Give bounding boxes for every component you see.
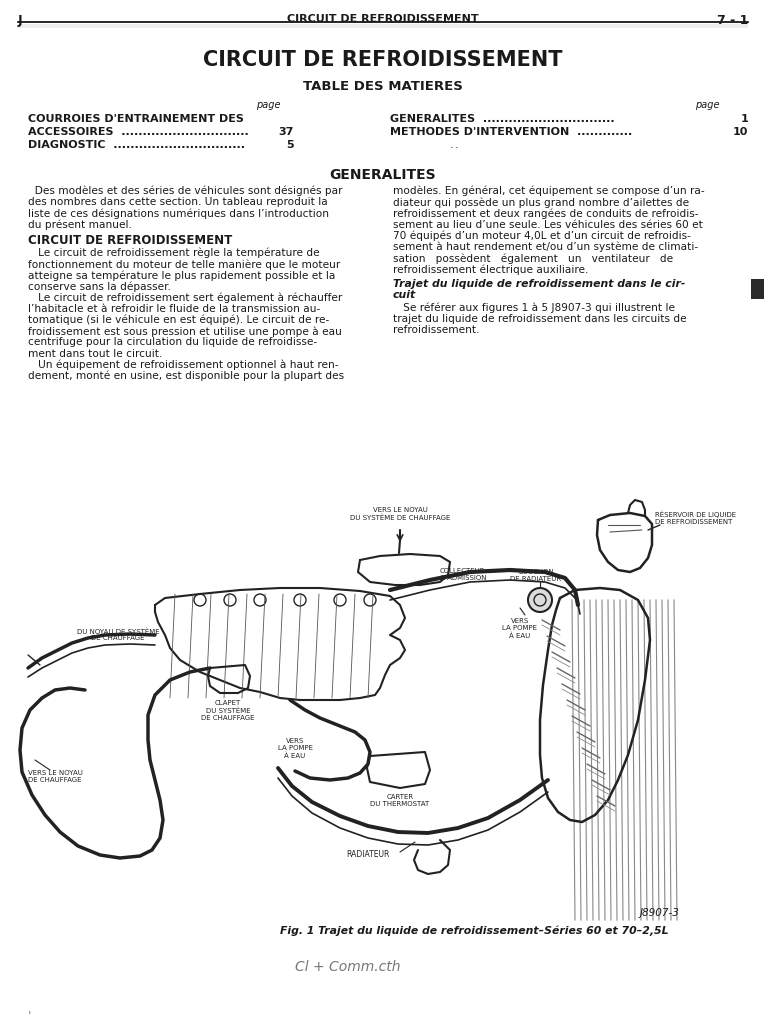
Text: BOUCHON
DE RADIATEUR: BOUCHON DE RADIATEUR <box>511 569 561 582</box>
Text: J: J <box>18 14 22 27</box>
Text: CIRCUIT DE REFROIDISSEMENT: CIRCUIT DE REFROIDISSEMENT <box>287 14 478 24</box>
Text: J8907-3: J8907-3 <box>640 908 680 918</box>
Text: refroidissement électrique auxiliaire.: refroidissement électrique auxiliaire. <box>393 264 588 274</box>
Text: DIAGNOSTIC  ...............................: DIAGNOSTIC .............................… <box>28 140 245 150</box>
Text: Se référer aux figures 1 à 5 J8907-3 qui illustrent le: Se référer aux figures 1 à 5 J8907-3 qui… <box>393 303 675 313</box>
Text: conserve sans la dépasser.: conserve sans la dépasser. <box>28 282 170 292</box>
Text: 70 équipés d’un moteur 4,0L et d’un circuit de refroidis-: 70 équipés d’un moteur 4,0L et d’un circ… <box>393 230 691 242</box>
Text: VERS LE NOYAU
DU SYSTÈME DE CHAUFFAGE: VERS LE NOYAU DU SYSTÈME DE CHAUFFAGE <box>349 508 450 521</box>
Text: centrifuge pour la circulation du liquide de refroidisse-: centrifuge pour la circulation du liquid… <box>28 337 317 347</box>
Text: CLAPET
DU SYSTÈME
DE CHAUFFAGE: CLAPET DU SYSTÈME DE CHAUFFAGE <box>201 700 255 721</box>
Text: froidissement est sous pression et utilise une pompe à eau: froidissement est sous pression et utili… <box>28 327 342 337</box>
Text: .: . <box>455 140 458 150</box>
Text: RÉSERVOIR DE LIQUIDE
DE REFROIDISSEMENT: RÉSERVOIR DE LIQUIDE DE REFROIDISSEMENT <box>655 510 736 524</box>
Text: ': ' <box>28 1010 31 1023</box>
Text: cuit: cuit <box>393 290 416 300</box>
Text: GENERALITES  ...............................: GENERALITES ............................… <box>390 114 614 124</box>
Text: Le circuit de refroidissement règle la température de: Le circuit de refroidissement règle la t… <box>28 248 319 258</box>
Text: CARTER
DU THERMOSTAT: CARTER DU THERMOSTAT <box>370 794 429 807</box>
Text: CIRCUIT DE REFROIDISSEMENT: CIRCUIT DE REFROIDISSEMENT <box>28 233 232 247</box>
Text: dement, monté en usine, est disponible pour la plupart des: dement, monté en usine, est disponible p… <box>28 371 344 382</box>
Text: fonctionnement du moteur de telle manière que le moteur: fonctionnement du moteur de telle manièr… <box>28 259 340 269</box>
Text: page: page <box>696 100 720 110</box>
Text: atteigne sa température le plus rapidement possible et la: atteigne sa température le plus rapideme… <box>28 270 336 281</box>
Text: 37: 37 <box>279 127 294 137</box>
Text: Le circuit de refroidissement sert également à réchauffer: Le circuit de refroidissement sert égale… <box>28 293 343 303</box>
Text: sement au lieu d’une seule. Les véhicules des séries 60 et: sement au lieu d’une seule. Les véhicule… <box>393 219 703 229</box>
FancyBboxPatch shape <box>751 279 764 299</box>
Text: 7 - 1: 7 - 1 <box>717 14 748 27</box>
Text: sement à haut rendement et/ou d’un système de climati-: sement à haut rendement et/ou d’un systè… <box>393 242 698 253</box>
Text: sation   possèdent   également   un   ventilateur   de: sation possèdent également un ventilateu… <box>393 253 673 264</box>
Text: Un équipement de refroidissement optionnel à haut ren-: Un équipement de refroidissement optionn… <box>28 359 339 371</box>
Text: CIRCUIT DE REFROIDISSEMENT: CIRCUIT DE REFROIDISSEMENT <box>204 50 563 70</box>
Text: METHODES D'INTERVENTION  .............: METHODES D'INTERVENTION ............. <box>390 127 632 137</box>
Text: COURROIES D'ENTRAINEMENT DES: COURROIES D'ENTRAINEMENT DES <box>28 114 244 124</box>
Text: .: . <box>450 140 454 150</box>
Text: refroidissement.: refroidissement. <box>393 326 479 335</box>
Text: VERS LE NOYAU
DE CHAUFFAGE: VERS LE NOYAU DE CHAUFFAGE <box>28 770 82 783</box>
Text: 10: 10 <box>733 127 748 137</box>
Text: Cl + Comm.cth: Cl + Comm.cth <box>295 961 400 974</box>
Text: DU NOYAU DE SYSTÈME
DE CHAUFFAGE: DU NOYAU DE SYSTÈME DE CHAUFFAGE <box>77 628 159 641</box>
Text: COLLECTEUR
D'ADMISSION: COLLECTEUR D'ADMISSION <box>440 568 486 581</box>
Text: modèles. En général, cet équipement se compose d’un ra-: modèles. En général, cet équipement se c… <box>393 186 704 197</box>
Text: RADIATEUR: RADIATEUR <box>346 850 389 859</box>
Text: des nombres dans cette section. Un tableau reproduit la: des nombres dans cette section. Un table… <box>28 198 328 207</box>
Text: GENERALITES: GENERALITES <box>329 168 436 182</box>
Text: liste de ces désignations numériques dans l’introduction: liste de ces désignations numériques dan… <box>28 209 329 219</box>
Text: page: page <box>256 100 280 110</box>
Text: Trajet du liquide de refroidissement dans le cir-: Trajet du liquide de refroidissement dan… <box>393 279 685 289</box>
Text: VERS
LA POMPE
À EAU: VERS LA POMPE À EAU <box>502 618 538 639</box>
Text: Des modèles et des séries de véhicules sont désignés par: Des modèles et des séries de véhicules s… <box>28 186 343 197</box>
Text: trajet du liquide de refroidissement dans les circuits de: trajet du liquide de refroidissement dan… <box>393 314 687 324</box>
Text: ment dans tout le circuit.: ment dans tout le circuit. <box>28 348 162 358</box>
Text: 5: 5 <box>286 140 294 150</box>
Text: 1: 1 <box>740 114 748 124</box>
Text: l’habitacle et à refroidir le fluide de la transmission au-: l’habitacle et à refroidir le fluide de … <box>28 304 320 313</box>
Text: refroidissement et deux rangées de conduits de refroidis-: refroidissement et deux rangées de condu… <box>393 209 699 219</box>
Text: VERS
LA POMPE
À EAU: VERS LA POMPE À EAU <box>277 738 313 759</box>
Text: Fig. 1 Trajet du liquide de refroidissement–Séries 60 et 70–2,5L: Fig. 1 Trajet du liquide de refroidissem… <box>280 925 668 936</box>
Text: tomatique (si le véhicule en est équipé). Le circuit de re-: tomatique (si le véhicule en est équipé)… <box>28 315 329 326</box>
Text: diateur qui possède un plus grand nombre d’ailettes de: diateur qui possède un plus grand nombre… <box>393 198 689 208</box>
Text: TABLE DES MATIERES: TABLE DES MATIERES <box>303 80 463 93</box>
Circle shape <box>528 588 552 612</box>
Text: du présent manuel.: du présent manuel. <box>28 219 132 230</box>
Text: ACCESSOIRES  ..............................: ACCESSOIRES ............................… <box>28 127 249 137</box>
